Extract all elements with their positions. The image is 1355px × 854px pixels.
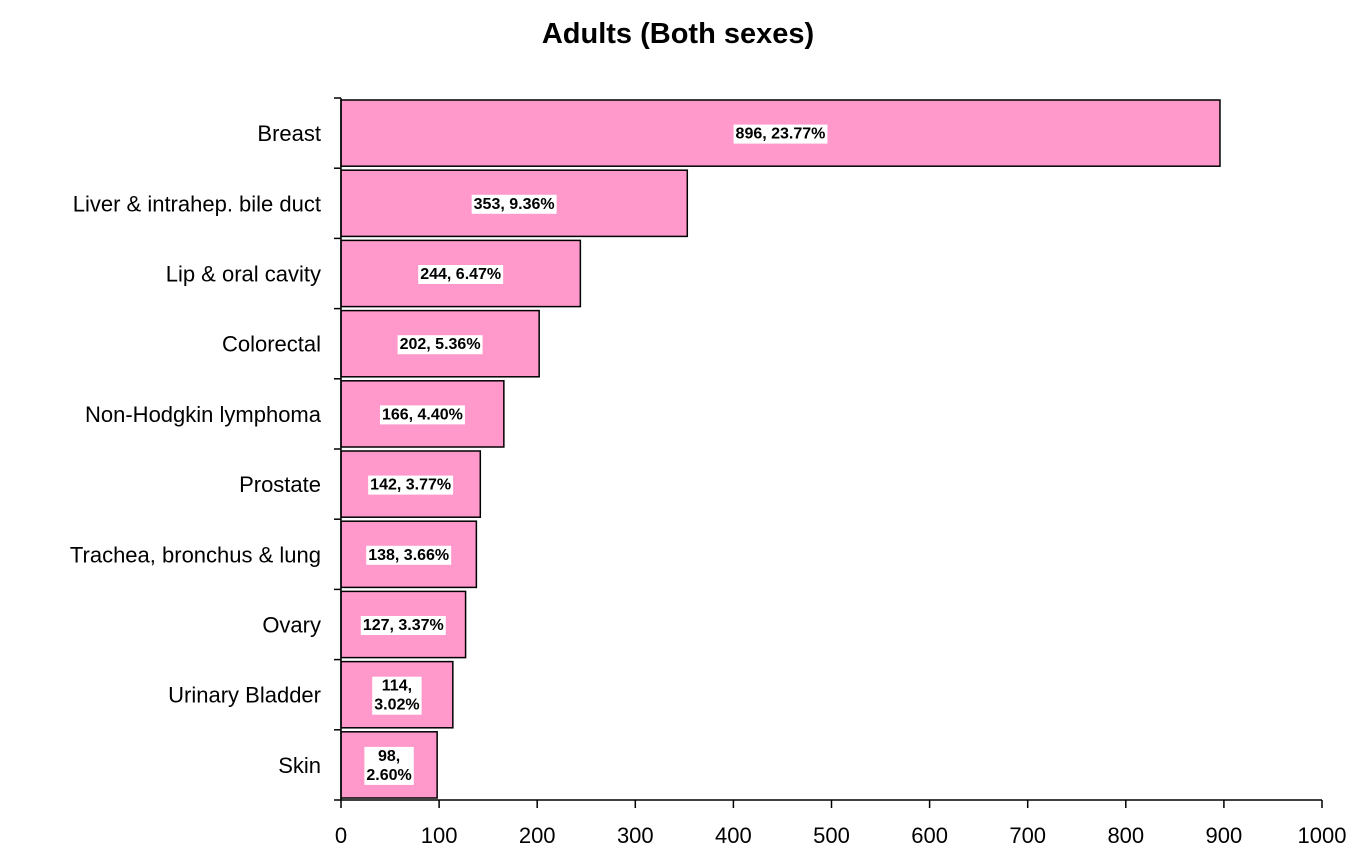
- category-label: Trachea, bronchus & lung: [70, 542, 321, 567]
- data-label: 142, 3.77%: [368, 475, 454, 495]
- data-label-background: [379, 405, 465, 425]
- x-tick-label: 400: [715, 823, 752, 848]
- x-tick-label: 200: [519, 823, 556, 848]
- data-label: 114, 3.02%: [372, 676, 422, 715]
- data-label: 202, 5.36%: [397, 335, 483, 355]
- data-label-background: [360, 616, 446, 635]
- x-tick-label: 500: [813, 823, 850, 848]
- category-label: Lip & oral cavity: [166, 262, 321, 287]
- data-label-text: 114,: [382, 678, 412, 695]
- x-tick-label: 800: [1107, 823, 1144, 848]
- data-labels-layer: 896, 23.77% 353, 9.36% 244, 6.47% 202, 5.36…: [360, 124, 828, 785]
- data-label-background: [372, 676, 422, 715]
- data-label-text: 166, 4.40%: [382, 406, 463, 423]
- category-label: Non-Hodgkin lymphoma: [85, 402, 322, 427]
- data-label-background: [418, 265, 504, 284]
- data-label: 353, 9.36%: [471, 194, 557, 214]
- category-label: Breast: [257, 121, 321, 146]
- x-tick-label: 100: [421, 823, 458, 848]
- data-label-text: 138, 3.66%: [368, 547, 449, 564]
- x-tick-label: 600: [911, 823, 948, 848]
- data-label-background: [471, 194, 557, 214]
- data-label: 138, 3.66%: [366, 545, 452, 565]
- data-label-text: 127, 3.37%: [363, 617, 444, 634]
- data-label-text: 142, 3.77%: [370, 477, 451, 494]
- data-label: 896, 23.77%: [733, 124, 828, 144]
- category-label: Liver & intrahep. bile duct: [73, 191, 321, 216]
- data-label: 127, 3.37%: [360, 616, 446, 635]
- category-label: Urinary Bladder: [168, 683, 321, 708]
- data-label-background: [366, 545, 452, 565]
- data-label-background: [364, 746, 414, 785]
- category-label: Colorectal: [222, 332, 321, 357]
- data-label-text: 3.02%: [374, 697, 419, 714]
- data-label-text: 896, 23.77%: [736, 126, 826, 143]
- chart-title: Adults (Both sexes): [542, 18, 814, 50]
- data-label-text: 244, 6.47%: [420, 266, 501, 283]
- data-label: 244, 6.47%: [418, 265, 504, 284]
- axes-layer: Breast Liver & intrahep. bile duct Lip & o…: [70, 97, 1347, 848]
- x-tick-label: 700: [1009, 823, 1046, 848]
- category-label: Skin: [278, 753, 321, 778]
- x-tick-label: 900: [1206, 823, 1243, 848]
- data-label: 166, 4.40%: [379, 405, 465, 425]
- data-label-text: 2.60%: [366, 767, 411, 784]
- category-label: Prostate: [239, 472, 321, 497]
- data-label-text: 353, 9.36%: [474, 196, 555, 213]
- x-tick-label: 300: [617, 823, 654, 848]
- data-label-background: [397, 335, 483, 355]
- data-label-background: [733, 124, 828, 144]
- category-label: Ovary: [262, 613, 321, 638]
- data-label: 98, 2.60%: [364, 746, 414, 785]
- x-tick-label: 0: [335, 823, 347, 848]
- data-label-background: [368, 475, 454, 495]
- data-label-text: 202, 5.36%: [400, 336, 481, 353]
- data-label-text: 98,: [378, 748, 400, 765]
- x-tick-label: 1000: [1298, 823, 1347, 848]
